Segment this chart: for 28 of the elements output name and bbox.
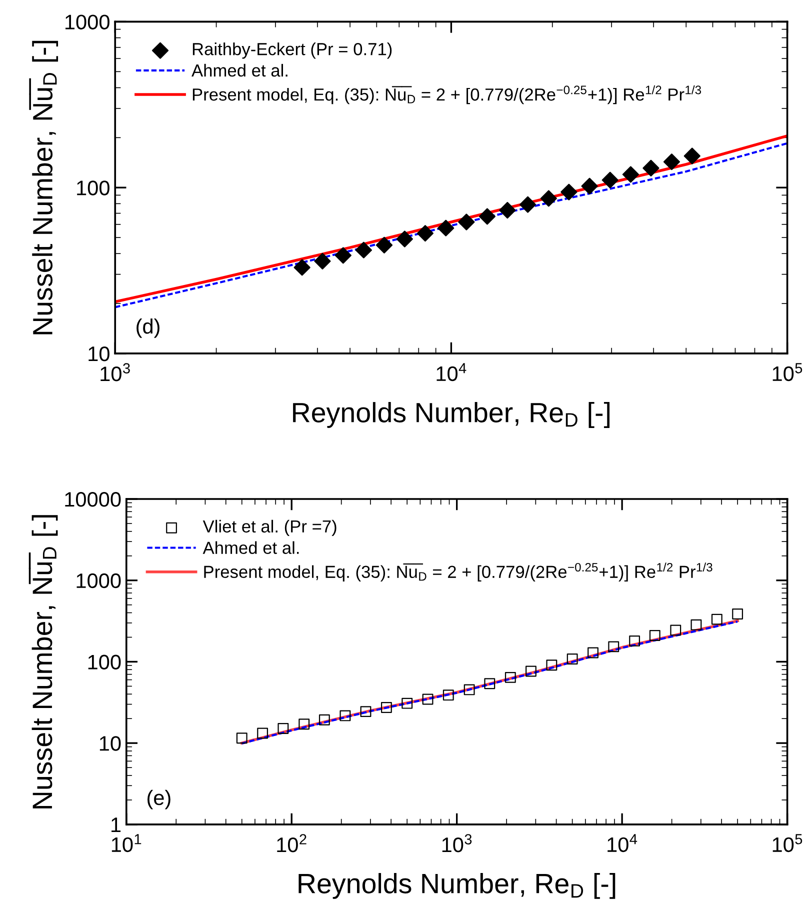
legend-label: Raithby-Eckert (Pr = 0.71) <box>192 42 392 59</box>
x-axis-title: Reynolds Number, Re$_{D}$ [-] <box>293 402 610 428</box>
x-tick-label: 10$^{2}$ <box>277 834 306 852</box>
x-tick-label: 10$^{5}$ <box>772 834 802 852</box>
x-tick-label: 10$^{4}$ <box>436 363 466 382</box>
legend-label: Ahmed et al. <box>202 541 299 554</box>
y-tick-label: 100 <box>88 654 121 670</box>
y-tick-label: 1 <box>112 818 121 832</box>
y-tick-label: 10 <box>100 736 121 751</box>
legend-label: Vliet et al. (Pr =7) <box>202 520 336 536</box>
legend-label: Present model, Eq. (35): N̅u̅$_{D}$ = 2 + [0.779/(2Re$^{−0.25}$+1)] Re$^{1/2}$ Pr$^{1/3}$ <box>204 562 712 582</box>
y-tick-label: 100 <box>77 180 110 196</box>
y-tick-label: 1000 <box>76 573 121 588</box>
legend-label: Present model, Eq. (35): N̅u̅$_{D}$ = 2 + [0.779/(2Re$^{−0.25}$+1)] Re$^{1/2}$ Pr$^{1/3}$ <box>192 85 702 104</box>
x-tick-label: 10$^{3}$ <box>442 834 472 852</box>
annotation: (d) <box>136 318 160 338</box>
legend-label: Ahmed et al. <box>192 64 288 77</box>
y-tick-label: 10000 <box>65 492 121 507</box>
x-axis-title: Reynolds Number, Re$_{D}$ [-] <box>298 873 616 899</box>
x-tick-label: 10$^{5}$ <box>772 363 802 382</box>
y-axis-title: Nusselt Number, N̅u̅$_{D}$ [-] <box>29 40 58 334</box>
x-tick-label: 10$^{4}$ <box>608 834 638 852</box>
annotation: (e) <box>148 790 170 810</box>
y-tick-label: 10 <box>88 346 110 362</box>
y-tick-label: 1000 <box>66 14 110 30</box>
x-tick-label: 10$^{3}$ <box>100 363 130 382</box>
y-axis-title: Nusselt Number, N̅u̅$_{D}$ [-] <box>28 515 58 808</box>
x-tick-label: 10$^{1}$ <box>112 834 142 852</box>
